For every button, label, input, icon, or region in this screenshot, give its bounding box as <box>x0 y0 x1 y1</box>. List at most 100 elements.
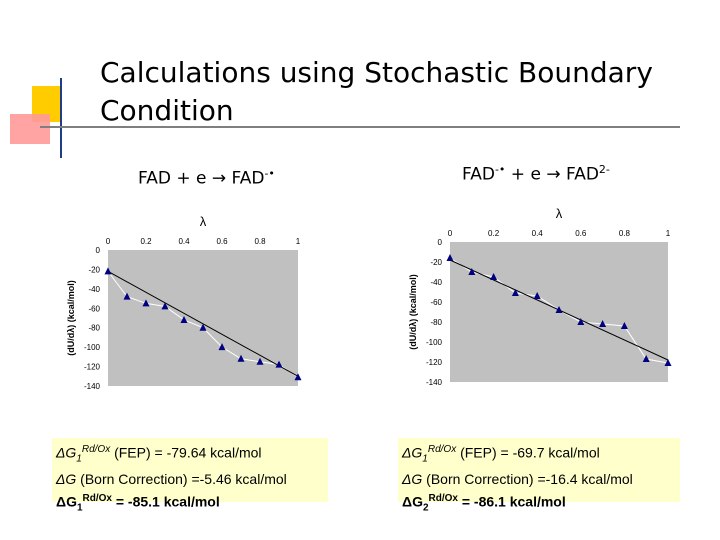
y-tick-label: -60 <box>88 304 100 313</box>
left-result-fep: ΔG1Rd/Ox (FEP) = -79.64 kcal/mol <box>56 440 324 469</box>
y-axis-label: (dU/dλ) (kcal/mol) <box>66 280 76 356</box>
chart-title: λ <box>200 214 207 229</box>
data-point <box>218 343 226 351</box>
x-tick-label: 0.8 <box>254 237 266 246</box>
left-result-total: ΔG1Rd/Ox = -85.1 kcal/mol <box>56 489 324 518</box>
y-tick-label: -100 <box>426 338 443 347</box>
data-point <box>256 357 264 365</box>
x-tick-label: 0.2 <box>488 229 500 238</box>
y-tick-label: 0 <box>438 238 443 247</box>
data-point <box>294 373 302 381</box>
value-text: = -85.1 kcal/mol <box>111 494 220 511</box>
sup: Rd/Ox <box>428 493 458 505</box>
y-tick-label: -40 <box>88 285 100 294</box>
value-text: (Born Correction) =-5.46 kcal/mol <box>76 471 287 488</box>
right-reaction: FAD-• + e → FAD2- <box>462 163 610 185</box>
x-tick-label: 0.6 <box>575 229 587 238</box>
y-tick-label: -20 <box>430 258 442 267</box>
y-tick-label: -80 <box>88 324 100 333</box>
data-point <box>490 273 498 280</box>
data-point <box>199 323 207 331</box>
value-text: = -86.1 kcal/mol <box>457 494 566 511</box>
sup: Rd/Ox <box>82 493 112 505</box>
delta-g: ΔG <box>402 471 423 488</box>
delta-g: ΔG <box>402 444 423 461</box>
left-reaction-sup: -• <box>264 167 275 180</box>
data-point <box>468 268 476 275</box>
y-axis-label: (dU/dλ) (kcal/mol) <box>408 274 418 350</box>
data-point <box>511 289 519 296</box>
data-point <box>577 318 585 325</box>
y-tick-label: 0 <box>96 246 101 255</box>
delta-g: ΔG <box>56 494 77 511</box>
value-text: (FEP) = -69.7 kcal/mol <box>456 444 600 461</box>
plot-area <box>108 250 298 386</box>
sup: Rd/Ox <box>81 444 111 455</box>
x-tick-label: 0.8 <box>619 229 631 238</box>
arrow-icon: → <box>211 168 227 189</box>
x-tick-label: 0 <box>448 229 453 238</box>
x-tick-label: 1 <box>666 229 671 238</box>
data-point <box>161 302 169 310</box>
decor-pink-square <box>10 114 50 144</box>
value-text: (FEP) = -79.64 kcal/mol <box>110 444 262 461</box>
title-line-1: Calculations using Stochastic Boundary <box>100 56 653 89</box>
arrow-icon: → <box>546 164 561 185</box>
decor-horizontal-rule <box>40 126 680 128</box>
page-title: Calculations using Stochastic Boundary C… <box>100 54 680 130</box>
x-tick-label: 0 <box>106 237 111 246</box>
value-text: (Born Correction) =-16.4 kcal/mol <box>422 471 633 488</box>
data-point <box>180 315 188 323</box>
y-tick-label: -20 <box>88 265 100 274</box>
y-tick-label: -140 <box>426 378 443 387</box>
x-tick-label: 0.4 <box>532 229 544 238</box>
data-point <box>599 320 607 327</box>
left-results-box: ΔG1Rd/Ox (FEP) = -79.64 kcal/mol ΔG (Bor… <box>52 438 328 514</box>
left-chart: λ 0 0.2 0.4 0.6 0.8 1 0 -20 -40 -60 -80 -100 -120 -140… <box>66 214 302 391</box>
right-reaction-rhs-sup: 2- <box>598 163 610 176</box>
y-tick-label: -60 <box>430 298 442 307</box>
data-point <box>275 360 283 368</box>
left-result-born: ΔG (Born Correction) =-5.46 kcal/mol <box>56 469 324 489</box>
right-results-box: ΔG1Rd/Ox (FEP) = -69.7 kcal/mol ΔG (Born… <box>398 438 680 514</box>
right-reaction-mid: + e <box>505 164 541 185</box>
right-result-total: ΔG2Rd/Ox = -86.1 kcal/mol <box>402 489 676 518</box>
sup: Rd/Ox <box>427 444 457 455</box>
x-tick-label: 0.6 <box>216 237 228 246</box>
data-point <box>642 355 650 362</box>
data-point <box>533 292 541 299</box>
data-point <box>664 359 672 366</box>
delta-g: ΔG <box>56 444 77 461</box>
decor-vertical-rule <box>60 78 62 158</box>
delta-g: ΔG <box>56 471 77 488</box>
chart-title: λ <box>556 206 563 221</box>
delta-g: ΔG <box>402 494 423 511</box>
right-reaction-lhs-sup: -• <box>494 163 506 176</box>
right-reaction-lhs: FAD <box>462 164 495 185</box>
y-tick-label: -40 <box>430 278 442 287</box>
title-line-2: Condition <box>100 94 234 127</box>
data-point <box>123 292 131 300</box>
y-tick-label: -120 <box>84 363 101 372</box>
sub: 1 <box>76 453 82 465</box>
data-point <box>620 322 628 329</box>
left-reaction: FAD + e → FAD-• <box>138 167 275 189</box>
y-tick-label: -140 <box>84 382 101 391</box>
x-tick-label: 1 <box>296 237 301 246</box>
y-tick-label: -80 <box>430 318 442 327</box>
y-tick-label: -120 <box>426 358 443 367</box>
data-point <box>237 354 245 362</box>
left-reaction-rhs: FAD <box>231 168 265 189</box>
x-tick-label: 0.4 <box>178 237 190 246</box>
right-result-born: ΔG (Born Correction) =-16.4 kcal/mol <box>402 469 676 489</box>
data-point <box>446 254 454 261</box>
x-tick-label: 0.2 <box>140 237 152 246</box>
left-reaction-lhs: FAD + e <box>138 168 207 189</box>
data-point <box>142 299 150 307</box>
sub: 2 <box>422 502 429 514</box>
y-tick-label: -100 <box>84 343 101 352</box>
data-point <box>104 267 112 275</box>
sub: 1 <box>76 502 83 514</box>
right-chart: λ 0 0.2 0.4 0.6 0.8 1 0 -20 -40 -60 -80 -100 -120 -140… <box>408 206 672 387</box>
data-point <box>555 306 563 313</box>
